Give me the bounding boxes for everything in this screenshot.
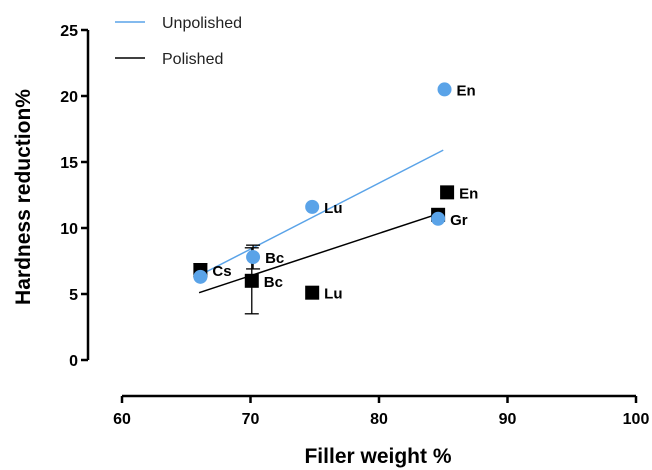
x-tick-label: 90 bbox=[499, 411, 517, 428]
polished-point-label: Lu bbox=[324, 286, 342, 303]
x-tick-label: 80 bbox=[370, 411, 388, 428]
legend-label-unpolished: Unpolished bbox=[162, 15, 242, 32]
y-tick-label: 25 bbox=[60, 23, 78, 40]
y-tick-label: 20 bbox=[60, 89, 78, 106]
polished-point-label: Bc bbox=[264, 274, 283, 291]
unpolished-point-label: Bc bbox=[265, 250, 284, 267]
polished-point-label: En bbox=[459, 185, 478, 202]
y-tick-label: 10 bbox=[60, 221, 78, 238]
y-axis-title: Hardness reduction% bbox=[12, 89, 35, 305]
legend: Unpolished Polished bbox=[115, 15, 242, 68]
polished-trendline bbox=[198, 211, 444, 294]
polished-point bbox=[305, 285, 320, 300]
unpolished-point bbox=[246, 250, 261, 265]
polished-point bbox=[440, 185, 455, 200]
unpolished-point bbox=[305, 199, 320, 214]
x-tick-label: 60 bbox=[113, 411, 131, 428]
unpolished-point-label: Gr bbox=[450, 212, 468, 229]
y-tick-label: 5 bbox=[69, 287, 78, 304]
x-axis-title: Filler weight % bbox=[304, 445, 451, 468]
unpolished-point-label: En bbox=[457, 82, 476, 99]
unpolished-point bbox=[193, 269, 208, 284]
axes: 0 5 10 15 20 25 60 70 80 90 100 bbox=[60, 23, 649, 428]
unpolished-point bbox=[437, 82, 452, 97]
unpolished-trendline bbox=[198, 149, 444, 277]
unpolished-point-label: Lu bbox=[324, 200, 342, 217]
legend-label-polished: Polished bbox=[162, 51, 223, 68]
trendlines bbox=[198, 149, 444, 294]
polished-point-label: Cs bbox=[212, 263, 231, 280]
x-tick-label: 100 bbox=[623, 411, 650, 428]
data-points bbox=[193, 82, 455, 300]
unpolished-point bbox=[431, 211, 446, 226]
polished-point bbox=[244, 273, 259, 288]
y-tick-label: 0 bbox=[69, 353, 78, 370]
y-tick-label: 15 bbox=[60, 155, 78, 172]
x-tick-label: 70 bbox=[242, 411, 260, 428]
point-labels: Cs Bc Lu En Bc Lu Gr En bbox=[212, 82, 478, 302]
